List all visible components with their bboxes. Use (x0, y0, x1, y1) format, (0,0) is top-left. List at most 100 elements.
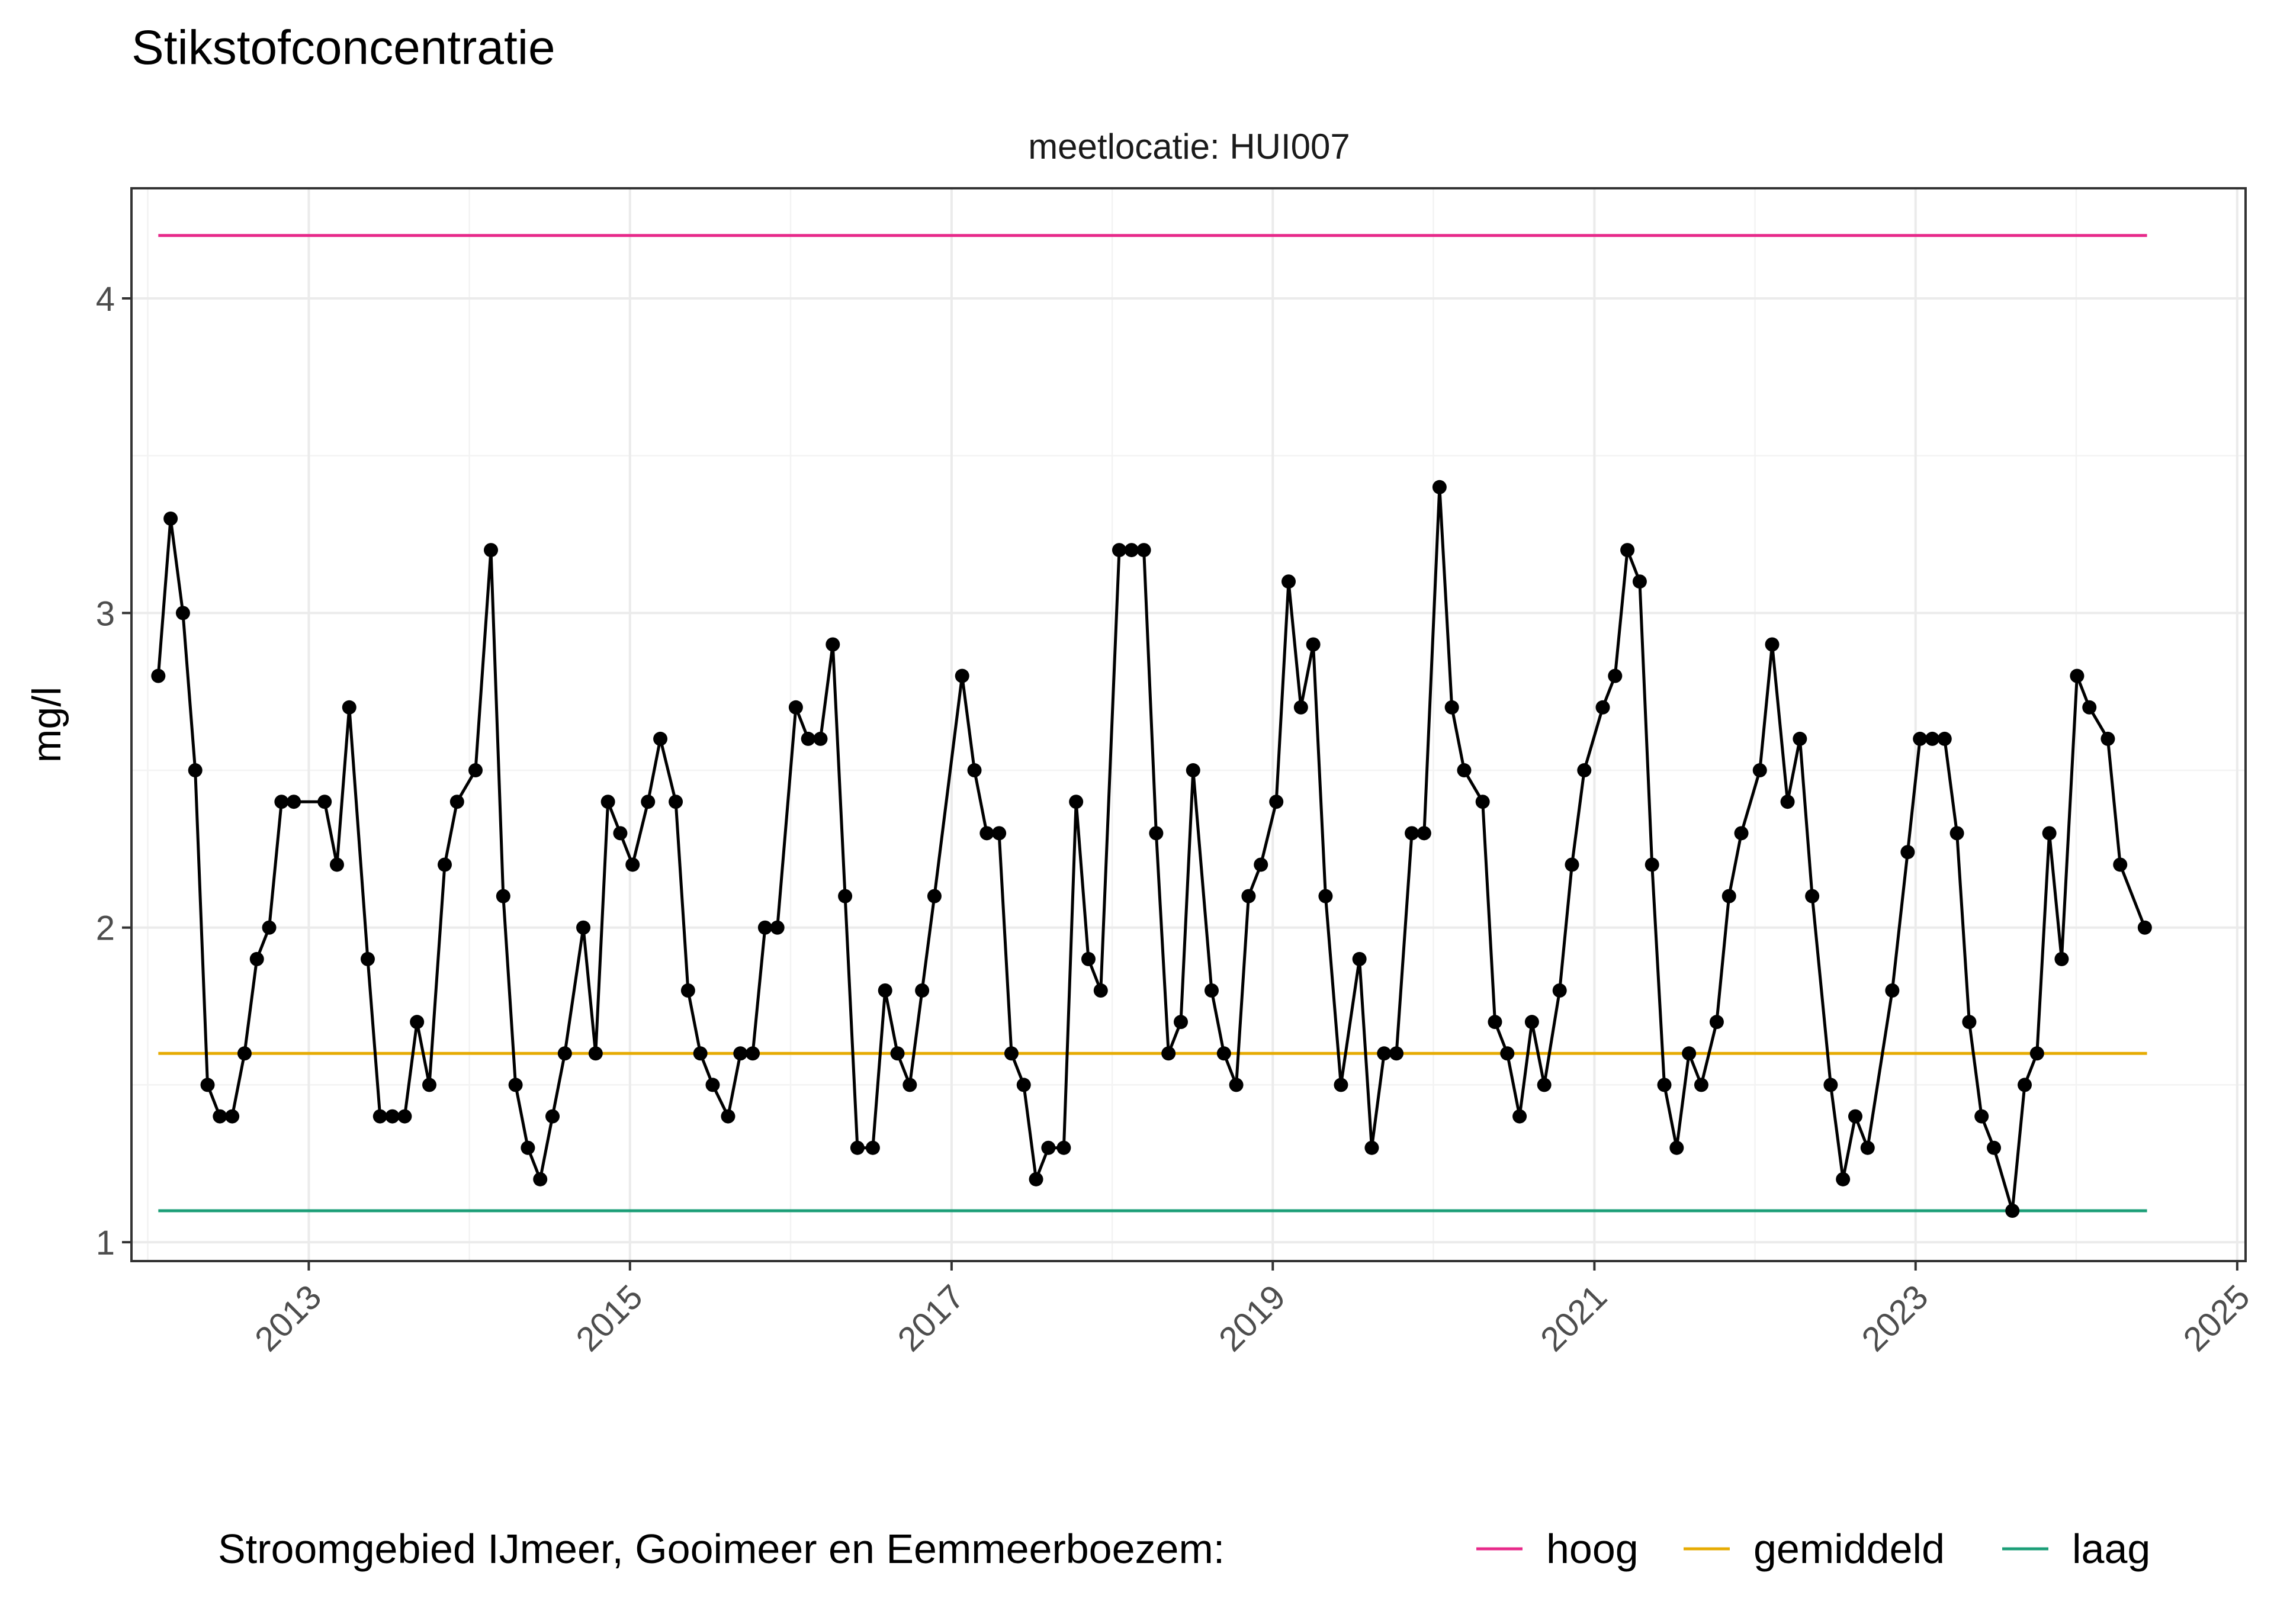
data-point (838, 889, 853, 903)
data-point (1709, 1015, 1724, 1030)
data-point (533, 1172, 548, 1186)
data-point (468, 763, 483, 778)
y-tick-label: 4 (96, 280, 115, 319)
data-point (1069, 795, 1084, 809)
data-point (1537, 1078, 1552, 1092)
data-point (1620, 543, 1635, 558)
data-point (1860, 1140, 1875, 1155)
data-point (641, 795, 656, 809)
data-point (1124, 543, 1139, 558)
data-point (1848, 1109, 1862, 1124)
data-point (826, 637, 840, 652)
data-point (385, 1109, 400, 1124)
data-point (865, 1140, 880, 1155)
data-point (733, 1046, 748, 1061)
data-point (680, 983, 695, 998)
data-point (600, 795, 615, 809)
legend: Stroomgebied IJmeer, Gooimeer en Eemmeer… (218, 1526, 2150, 1572)
data-point (1949, 826, 1964, 841)
chart-title: Stikstofconcentratie (131, 21, 555, 75)
data-point (1377, 1046, 1392, 1061)
y-tick-label: 1 (96, 1224, 115, 1262)
data-point (2082, 700, 2097, 715)
data-point (1900, 845, 1915, 860)
series-lines (156, 485, 2147, 1213)
data-point (992, 826, 1007, 841)
data-point (625, 857, 640, 872)
data-point (287, 795, 301, 809)
data-point (2113, 857, 2128, 872)
data-point (850, 1140, 865, 1155)
data-point (2018, 1078, 2032, 1092)
data-point (915, 983, 930, 998)
data-point (613, 826, 628, 841)
data-point (163, 511, 178, 526)
data-point (967, 763, 982, 778)
data-point (1029, 1172, 1043, 1186)
data-point (1987, 1140, 2002, 1155)
data-points (151, 480, 2152, 1218)
data-point (1444, 700, 1459, 715)
data-point (1925, 731, 1940, 746)
data-point (1974, 1109, 1989, 1124)
data-point (1093, 983, 1108, 998)
data-point (1793, 731, 1807, 746)
data-point (329, 857, 344, 872)
x-axis: 2013 2015 2017 2019 2021 2023 2025 (248, 1261, 2257, 1359)
data-point (2070, 668, 2084, 683)
panel (130, 187, 2247, 1262)
data-point (557, 1046, 572, 1061)
y-tick-label: 3 (96, 594, 115, 633)
data-point (545, 1109, 560, 1124)
minor-gridlines (131, 188, 2246, 1261)
y-axis-title: mg/l (24, 687, 69, 763)
data-point (2005, 1203, 2020, 1218)
data-point (1682, 1046, 1697, 1061)
legend-title: Stroomgebied IJmeer, Gooimeer en Eemmeer… (218, 1526, 1225, 1572)
data-point (200, 1078, 215, 1092)
data-point (1823, 1078, 1838, 1092)
data-point (1293, 700, 1308, 715)
data-point (1016, 1078, 1031, 1092)
data-point (1364, 1140, 1379, 1155)
data-point (693, 1046, 708, 1061)
data-point (757, 920, 772, 935)
data-point (1962, 1015, 1977, 1030)
data-point (274, 795, 289, 809)
data-point (449, 795, 464, 809)
data-point (1488, 1015, 1502, 1030)
data-point (1173, 1015, 1188, 1030)
data-point (902, 1078, 917, 1092)
data-point (175, 606, 190, 620)
data-point (1721, 889, 1736, 903)
data-point (1241, 889, 1256, 903)
data-point (151, 668, 166, 683)
data-point (746, 1046, 760, 1061)
data-point (1352, 951, 1367, 966)
y-tick-label: 2 (96, 909, 115, 948)
data-point (588, 1046, 603, 1061)
data-point (801, 731, 815, 746)
data-point (249, 951, 264, 966)
data-point (1186, 763, 1200, 778)
data-point (188, 763, 203, 778)
data-point (705, 1078, 720, 1092)
data-point (1306, 637, 1321, 652)
data-point (878, 983, 892, 998)
data-point (262, 920, 277, 935)
data-point (317, 795, 332, 809)
data-point (1524, 1015, 1539, 1030)
data-point (890, 1046, 905, 1061)
data-point (1281, 574, 1296, 589)
legend-label-hoog: hoog (1546, 1526, 1639, 1572)
data-point (653, 731, 668, 746)
data-point (1632, 574, 1647, 589)
data-point (360, 951, 375, 966)
data-point (1608, 668, 1623, 683)
data-point (213, 1109, 227, 1124)
data-point (1254, 857, 1268, 872)
data-point (1577, 763, 1592, 778)
data-point (2029, 1046, 2044, 1061)
data-point (927, 889, 942, 903)
data-point (397, 1109, 412, 1124)
